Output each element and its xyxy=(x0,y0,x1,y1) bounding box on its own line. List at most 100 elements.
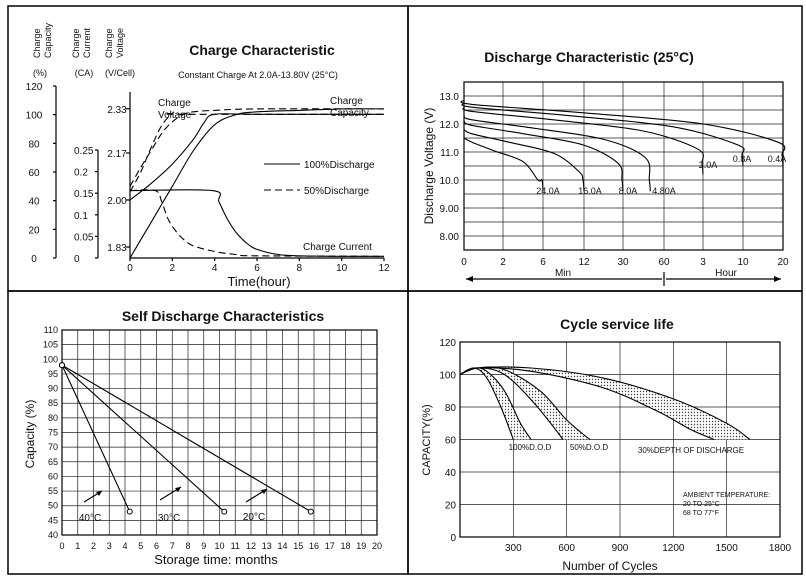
ambient-annotation: 68 TO 77°F xyxy=(683,509,719,517)
x-tick-label: 30 xyxy=(617,257,629,268)
series-label: 2.0A xyxy=(699,160,718,170)
y-axis-label: Capacity (%) xyxy=(23,400,37,469)
time-tick-label: 12 xyxy=(378,263,390,274)
series-line xyxy=(129,108,385,259)
charge-characteristic-chart: Charge Characteristic Constant Charge At … xyxy=(26,22,390,289)
y-tick-label: 110 xyxy=(44,325,58,335)
capacity-tick-label: 60 xyxy=(28,168,40,179)
axis-header: Capacity xyxy=(43,22,53,58)
series-label: 0.4A xyxy=(768,154,787,164)
legend-label: 100%Discharge xyxy=(304,160,375,171)
y-tick-label: 50 xyxy=(48,501,58,511)
discharge-curve xyxy=(463,137,544,192)
x-tick-label: 17 xyxy=(325,541,335,551)
discharge-curve xyxy=(463,120,624,192)
time-tick-label: 2 xyxy=(170,263,176,274)
chart-title: Discharge Characteristic (25°C) xyxy=(484,49,693,65)
arrow-head xyxy=(466,276,473,282)
y-tick-label: 85 xyxy=(48,398,58,408)
current-tick-label: 0.1 xyxy=(74,211,88,222)
y-tick-label: 0 xyxy=(450,533,456,544)
band-lower xyxy=(459,367,715,441)
x-axis-label: Storage time: months xyxy=(154,552,278,567)
x-tick-label: 19 xyxy=(356,541,366,551)
chart-title: Cycle service life xyxy=(560,316,674,332)
capacity-annotation: Charge xyxy=(330,96,363,107)
current-annotation: Charge Current xyxy=(303,242,372,253)
x-tick-label: 14 xyxy=(277,541,287,551)
series-label: 100%D.O.D xyxy=(509,443,552,452)
x-tick-label: 1200 xyxy=(662,543,685,554)
x-group-label: Hour xyxy=(715,268,737,279)
y-tick-label: 100 xyxy=(439,371,456,382)
x-tick-label: 0 xyxy=(59,541,64,551)
current-tick-label: 0 xyxy=(74,254,80,265)
series-label: 4.80A xyxy=(652,186,676,196)
y-tick-label: 105 xyxy=(43,340,58,350)
axis-unit: (V/Cell) xyxy=(105,68,135,78)
ambient-annotation: 20 TO 25°C xyxy=(683,500,720,508)
capacity-tick-label: 20 xyxy=(28,225,40,236)
time-tick-label: 0 xyxy=(127,263,133,274)
band-fill xyxy=(460,366,750,440)
x-tick-label: 5 xyxy=(138,541,143,551)
y-tick-label: 75 xyxy=(48,428,58,438)
axis-header: Voltage xyxy=(115,28,125,58)
y-tick-label: 80 xyxy=(445,403,457,414)
ambient-annotation: AMBIENT TEMPERATURE: xyxy=(683,492,770,499)
start-marker xyxy=(59,362,65,369)
series-line xyxy=(129,189,385,257)
y-tick-label: 20 xyxy=(445,501,457,512)
x-tick-label: 300 xyxy=(505,543,522,554)
time-tick-label: 8 xyxy=(297,263,303,274)
capacity-tick-label: 0 xyxy=(31,254,37,265)
x-tick-label: 6 xyxy=(540,257,546,268)
legend-label: 50%Discharge xyxy=(304,186,369,197)
x-tick-label: 12 xyxy=(578,257,590,268)
arrow-head xyxy=(96,491,102,496)
y-tick-label: 70 xyxy=(48,442,58,452)
series-label: 20°C xyxy=(243,512,265,523)
x-tick-label: 3 xyxy=(700,257,706,268)
axis-header: Charge xyxy=(104,28,114,58)
end-marker xyxy=(307,508,314,515)
series-line xyxy=(129,113,384,201)
axis-header: Charge xyxy=(71,28,81,58)
series-label: 30°C xyxy=(158,513,180,524)
axis-unit: (CA) xyxy=(75,68,94,78)
arrow-head xyxy=(774,276,781,282)
end-marker xyxy=(126,508,133,515)
capacity-tick-label: 80 xyxy=(28,139,40,150)
y-tick-label: 9.00 xyxy=(440,204,460,215)
plot-frame xyxy=(459,341,781,538)
voltage-tick-label: 2.33 xyxy=(107,105,127,116)
x-tick-label: 1500 xyxy=(716,543,739,554)
series-label: 30%DEPTH OF DISCHARGE xyxy=(638,446,744,455)
axis-unit: (%) xyxy=(33,68,47,78)
x-tick-label: 4 xyxy=(122,541,127,551)
y-tick-label: 65 xyxy=(48,457,58,467)
voltage-annotation: Charge xyxy=(158,98,191,109)
time-tick-label: 4 xyxy=(212,263,218,274)
x-tick-label: 9 xyxy=(201,541,206,551)
x-tick-label: 20 xyxy=(777,257,789,268)
x-tick-label: 1 xyxy=(75,541,80,551)
x-tick-label: 15 xyxy=(293,541,303,551)
chart-subtitle: Constant Charge At 2.0A-13.80V (25°C) xyxy=(178,70,338,80)
voltage-tick-label: 1.83 xyxy=(107,243,127,254)
y-tick-label: 55 xyxy=(48,486,58,496)
series-label: 8.0A xyxy=(619,186,638,196)
x-tick-label: 11 xyxy=(231,541,240,551)
x-tick-label: 3 xyxy=(107,541,112,551)
series-label: 40°C xyxy=(79,513,101,524)
x-axis-label: Time(hour) xyxy=(227,274,290,289)
x-tick-label: 10 xyxy=(737,257,749,268)
self-discharge-chart: Self Discharge Characteristics4045505560… xyxy=(23,308,382,567)
axis-header: Charge xyxy=(32,28,42,58)
y-tick-label: 10.0 xyxy=(440,176,460,187)
x-tick-label: 1800 xyxy=(769,543,792,554)
y-tick-label: 8.00 xyxy=(440,232,460,243)
x-tick-label: 10 xyxy=(214,541,224,551)
y-tick-label: 13.0 xyxy=(440,92,460,103)
y-tick-label: 40 xyxy=(48,530,58,540)
